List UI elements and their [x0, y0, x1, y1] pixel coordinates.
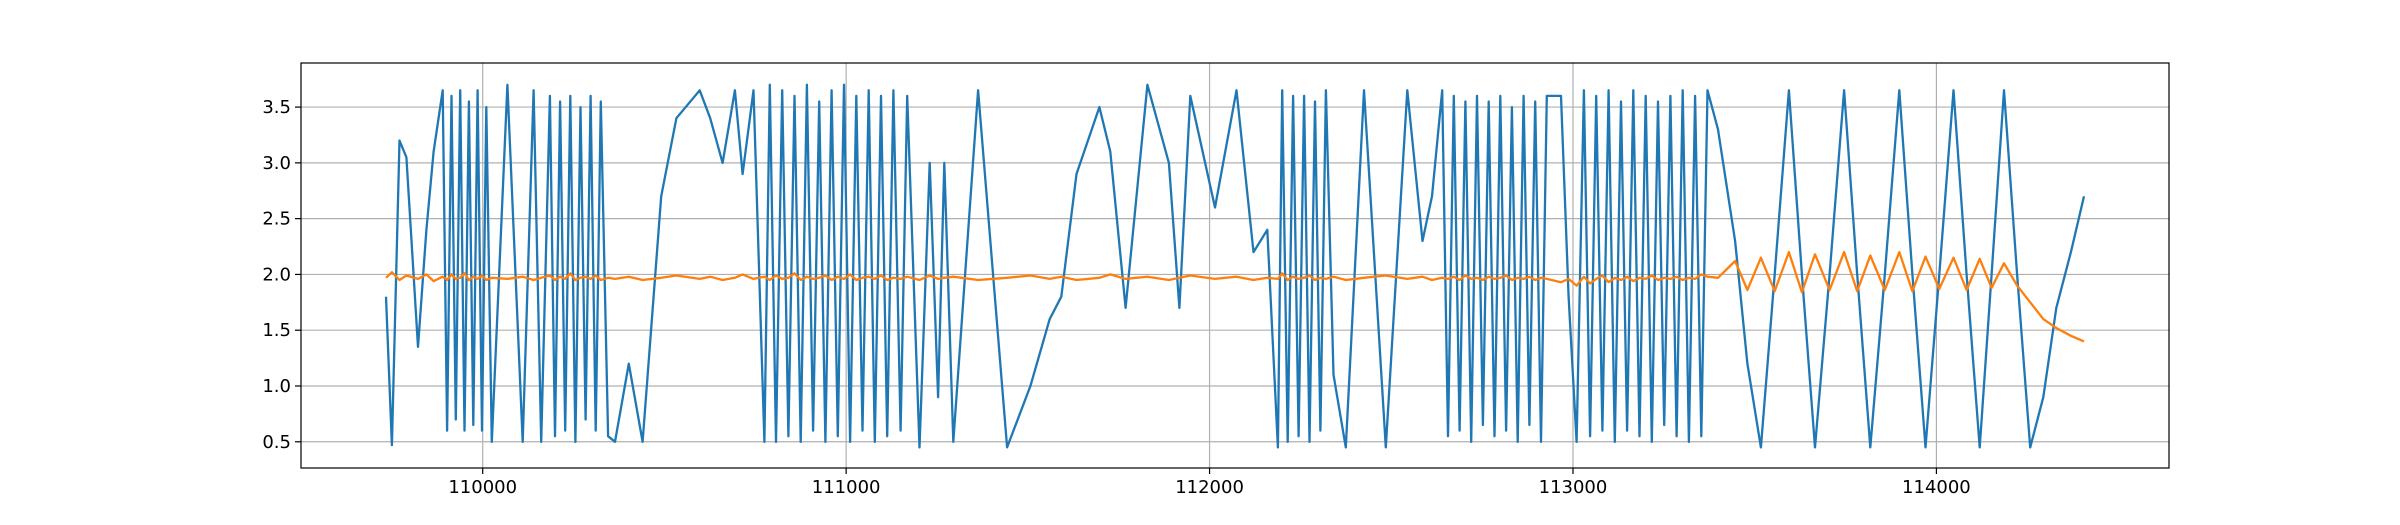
x-tick-label: 111000 — [812, 477, 881, 498]
y-tick-label: 1.0 — [262, 376, 291, 397]
x-tick-label: 112000 — [1175, 477, 1244, 498]
series-line — [385, 250, 2085, 343]
x-tick-label: 113000 — [1539, 477, 1608, 498]
plot-frame — [300, 62, 2170, 469]
y-tick-label: 3.5 — [262, 97, 291, 118]
y-tick-label: 2.0 — [262, 264, 291, 285]
x-tick-label: 114000 — [1902, 477, 1971, 498]
y-tick-label: 1.5 — [262, 320, 291, 341]
y-tick-label: 2.5 — [262, 209, 291, 230]
y-tick-label: 3.0 — [262, 153, 291, 174]
y-tick-label: 0.5 — [262, 432, 291, 453]
series-line — [384, 83, 2086, 449]
x-tick-label: 110000 — [448, 477, 517, 498]
